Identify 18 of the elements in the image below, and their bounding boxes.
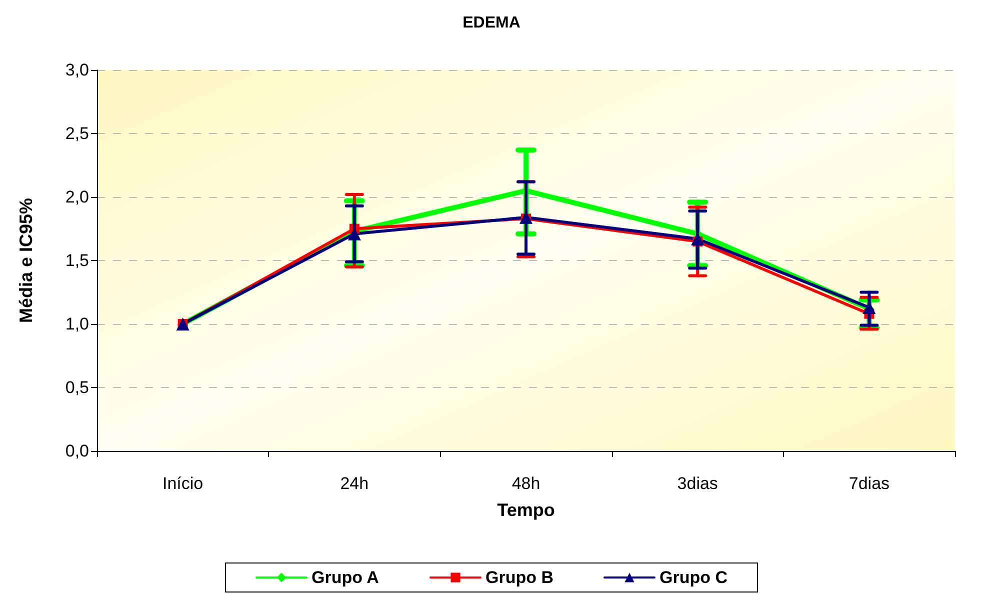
chart-title: EDEMA	[462, 14, 521, 32]
y-tick-label: 1,0	[65, 314, 89, 334]
legend-label: Grupo B	[486, 568, 554, 587]
y-tick-label: 0,0	[65, 442, 89, 460]
x-tick-label: 7dias	[848, 474, 890, 493]
legend-label: Grupo C	[659, 568, 728, 587]
y-axis-title: Média e IC95%	[16, 198, 36, 324]
y-tick-label: 2,5	[65, 124, 89, 143]
y-tick-label: 0,5	[65, 378, 89, 397]
y-tick-label: 2,0	[65, 188, 89, 206]
x-tick-label: Início	[162, 474, 204, 493]
x-tick-label: 24h	[340, 474, 369, 493]
legend-label: Grupo A	[312, 568, 379, 587]
y-tick-label: 3,0	[65, 60, 89, 80]
x-axis-title: Tempo	[497, 500, 555, 520]
x-tick-label: 3dias	[677, 474, 718, 493]
y-tick-label: 1,5	[65, 251, 89, 270]
x-tick-label: 48h	[512, 474, 540, 493]
